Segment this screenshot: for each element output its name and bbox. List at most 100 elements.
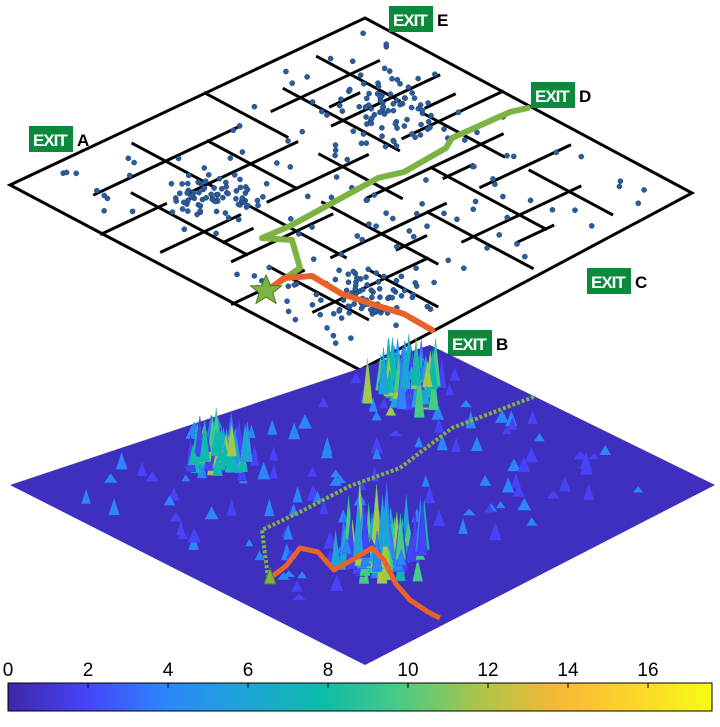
wall-segment xyxy=(365,132,505,200)
occupant-dot xyxy=(470,206,477,213)
occupant-dot xyxy=(176,190,183,197)
occupant-dot xyxy=(199,196,206,203)
occupant-dot xyxy=(299,128,306,135)
occupant-dot xyxy=(382,143,389,150)
svg-text:C: C xyxy=(635,273,647,292)
wall-segment xyxy=(442,162,475,181)
occupant-dot xyxy=(344,156,351,163)
surface-peak xyxy=(451,437,461,453)
occupant-dot xyxy=(366,221,372,227)
surface-peak xyxy=(449,367,461,381)
occupant-dot xyxy=(195,179,202,186)
surface-peak xyxy=(507,458,521,472)
occupant-dot xyxy=(236,123,243,129)
colorbar-tick-label: 10 xyxy=(397,660,418,681)
cluster-peak xyxy=(199,420,210,462)
occupant-dot xyxy=(291,282,298,288)
surface-peak xyxy=(431,403,444,420)
occupant-dot xyxy=(393,97,400,104)
surface-peak xyxy=(434,417,444,433)
cluster-peak xyxy=(242,421,253,463)
wall-segment xyxy=(221,226,255,245)
occupant-dot xyxy=(304,74,310,80)
surface-peak xyxy=(277,572,290,580)
density-surface xyxy=(10,333,715,665)
occupant-dot xyxy=(417,132,424,138)
occupant-dot xyxy=(73,170,80,177)
occupant-dot xyxy=(360,80,367,87)
occupant-dot xyxy=(393,277,400,284)
occupant-dot xyxy=(373,270,380,276)
occupant-dot xyxy=(251,103,258,110)
occupant-dot xyxy=(492,181,498,188)
occupant-dot xyxy=(635,200,642,207)
surface-route-to-exit-b xyxy=(268,545,442,621)
occupant-dot xyxy=(332,152,338,159)
surface-peak xyxy=(632,486,644,493)
surface-peak xyxy=(330,574,344,591)
surface-peak xyxy=(298,414,312,429)
occupant-dot xyxy=(230,127,237,134)
occupant-dots xyxy=(60,30,647,346)
occupant-dot xyxy=(423,177,429,183)
occupant-dot xyxy=(375,83,382,90)
surface-peak xyxy=(370,436,384,454)
occupant-dot xyxy=(235,201,242,208)
surface-peak xyxy=(185,425,198,439)
wall-segment xyxy=(460,184,582,244)
surface-start-marker-icon xyxy=(263,566,277,585)
occupant-dot xyxy=(283,68,289,75)
surface-peak xyxy=(264,498,275,517)
occupant-dot xyxy=(484,245,490,251)
occupant-dot xyxy=(390,107,397,114)
wall-segment xyxy=(425,210,535,271)
occupant-dot xyxy=(235,216,242,223)
occupant-dot xyxy=(363,114,369,120)
occupant-dot xyxy=(393,322,399,329)
surface-peak xyxy=(485,504,495,513)
surface-peak xyxy=(330,469,342,478)
surface-peak xyxy=(389,429,403,436)
occupant-dot xyxy=(336,306,343,313)
occupant-dot xyxy=(578,153,585,160)
colorbar-tick-label: 4 xyxy=(163,660,174,681)
cluster-peak xyxy=(428,368,439,411)
occupant-dot xyxy=(379,125,385,131)
surface-peak xyxy=(323,530,337,549)
occupant-dot xyxy=(504,214,511,221)
surface-peak xyxy=(269,446,279,461)
occupant-dot xyxy=(616,183,623,190)
surface-peak xyxy=(421,475,430,487)
occupant-dot xyxy=(339,108,346,114)
surface-peak xyxy=(338,509,349,523)
surface-peak xyxy=(599,445,612,455)
cluster-peak xyxy=(380,497,391,547)
surface-peak xyxy=(588,453,600,460)
colorbar-tick-label: 8 xyxy=(323,660,334,681)
colorbar: 0 2 4 6 8 10 12 14 16 xyxy=(3,660,713,712)
occupant-dot xyxy=(338,315,345,321)
svg-text:EXIT: EXIT xyxy=(33,131,68,150)
occupant-dot xyxy=(360,131,367,137)
occupant-dot xyxy=(346,310,352,316)
wall-segment xyxy=(203,91,290,139)
surface-peak xyxy=(524,446,538,463)
exit-c-badge: EXIT C xyxy=(587,268,647,294)
surface-peak xyxy=(471,436,483,451)
occupant-dot xyxy=(309,99,316,105)
occupant-dot xyxy=(425,100,431,106)
occupant-dot xyxy=(461,265,467,272)
occupant-dot xyxy=(471,163,477,170)
wall-segment xyxy=(423,92,457,110)
occupant-dot xyxy=(398,293,405,299)
occupant-dot xyxy=(260,194,266,200)
wall-segment xyxy=(311,256,430,314)
occupant-dot xyxy=(211,185,217,191)
occupant-dot xyxy=(292,316,299,323)
occupant-dot xyxy=(363,274,369,280)
occupant-dot xyxy=(180,199,187,206)
surface-peak xyxy=(115,452,128,470)
cluster-peak xyxy=(378,396,390,409)
exit-d-badge: EXIT D xyxy=(531,82,591,108)
occupant-dot xyxy=(296,231,302,237)
